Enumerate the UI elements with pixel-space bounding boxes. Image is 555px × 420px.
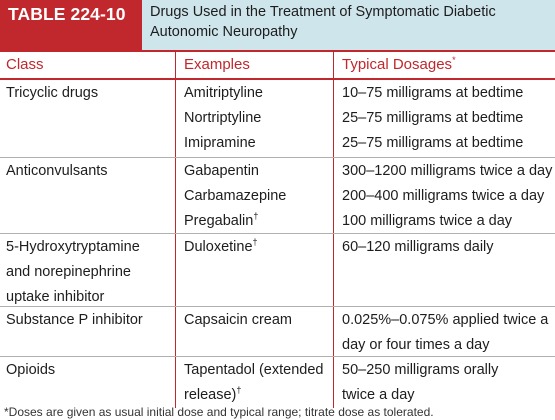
- examples-cell: Amitriptyline Nortriptyline Imipramine: [184, 81, 332, 156]
- dosage-line: 100 milligrams twice a day: [342, 213, 513, 229]
- drug-example-name: Gabapentin: [184, 163, 259, 179]
- drug-class-line: and norepinephrine: [6, 264, 131, 280]
- drug-class-cell: Anticonvulsants: [6, 159, 172, 184]
- table-header-band: TABLE 224-10 Drugs Used in the Treatment…: [0, 0, 555, 50]
- drug-example: Gabapentin: [184, 159, 332, 184]
- drug-example: Amitriptyline: [184, 81, 332, 106]
- dosage-line: 50–250 milligrams orally: [342, 362, 499, 378]
- row-divider: [0, 306, 555, 307]
- column-divider: [333, 52, 334, 408]
- drug-class-line: Tricyclic drugs: [6, 85, 99, 101]
- table-title-line: Drugs Used in the Treatment of Symptomat…: [150, 4, 496, 20]
- dosage-line: 25–75 milligrams at bedtime: [342, 110, 524, 126]
- drug-example: Tapentadol (extended: [184, 358, 332, 383]
- drug-example: Imipramine: [184, 131, 332, 156]
- examples-cell: Gabapentin Carbamazepine Pregabalin†: [184, 159, 332, 234]
- dosage-line: 10–75 milligrams at bedtime: [342, 85, 524, 101]
- dosage-line: 300–1200 milligrams twice a day: [342, 163, 553, 179]
- column-header-class: Class: [6, 56, 44, 73]
- row-divider: [0, 233, 555, 234]
- drug-example-name: Nortriptyline: [184, 110, 262, 126]
- header-bottom-rule: [0, 78, 555, 80]
- drug-class-cell: Substance P inhibitor: [6, 308, 172, 333]
- column-header-dosages-mark: *: [452, 55, 456, 65]
- drug-class-line: Substance P inhibitor: [6, 312, 143, 328]
- drug-example: release)†: [184, 383, 332, 408]
- drug-class-cell: Opioids: [6, 358, 172, 383]
- drug-example: Carbamazepine: [184, 184, 332, 209]
- drug-example-name: Carbamazepine: [184, 188, 287, 204]
- drug-class-line: uptake inhibitor: [6, 289, 105, 305]
- drug-example: Capsaicin cream: [184, 308, 332, 333]
- dosage-cell: 300–1200 milligrams twice a day 200–400 m…: [342, 159, 552, 234]
- drug-example-name: Tapentadol (extended: [184, 362, 324, 378]
- drug-class-line: Anticonvulsants: [6, 163, 108, 179]
- drug-example-name: release): [184, 387, 237, 403]
- drug-class-line: Opioids: [6, 362, 56, 378]
- drug-class-line: 5-Hydroxytryptamine: [6, 239, 140, 255]
- dosage-line: twice a day: [342, 387, 415, 403]
- header-top-rule: [0, 50, 555, 52]
- dosage-cell: 60–120 milligrams daily: [342, 235, 552, 260]
- column-header-dosages-label: Typical Dosages: [342, 56, 453, 73]
- dosage-cell: 10–75 milligrams at bedtime 25–75 milligr…: [342, 81, 552, 156]
- column-header-examples: Examples: [184, 56, 250, 73]
- dosage-line: 200–400 milligrams twice a day: [342, 188, 545, 204]
- examples-cell: Tapentadol (extended release)†: [184, 358, 332, 408]
- drug-class-cell: 5-Hydroxytryptamine and norepinephrine upt…: [6, 235, 172, 310]
- drug-example-name: Amitriptyline: [184, 85, 263, 101]
- drug-example-name: Imipramine: [184, 135, 256, 151]
- row-divider: [0, 356, 555, 357]
- table-footnote: *Doses are given as usual initial dose a…: [4, 405, 434, 419]
- dosage-cell: 50–250 milligrams orally twice a day: [342, 358, 552, 408]
- examples-cell: Duloxetine†: [184, 235, 332, 260]
- dosage-line: 60–120 milligrams daily: [342, 239, 494, 255]
- table-title-line: Autonomic Neuropathy: [150, 24, 298, 40]
- dosage-line: 25–75 milligrams at bedtime: [342, 135, 524, 151]
- drug-example-mark: †: [253, 211, 259, 221]
- dosage-line: day or four times a day: [342, 337, 490, 353]
- drug-example-name: Duloxetine: [184, 239, 253, 255]
- examples-cell: Capsaicin cream: [184, 308, 332, 333]
- drug-example-name: Capsaicin cream: [184, 312, 292, 328]
- table-number-tag: TABLE 224-10: [0, 0, 142, 50]
- drug-class-cell: Tricyclic drugs: [6, 81, 172, 106]
- drug-example-name: Pregabalin: [184, 213, 254, 229]
- dosage-cell: 0.025%–0.075% applied twice a day or four…: [342, 308, 552, 358]
- column-header-dosages: Typical Dosages*: [342, 52, 456, 78]
- column-divider: [175, 52, 176, 408]
- row-divider: [0, 157, 555, 158]
- drug-example: Duloxetine†: [184, 235, 332, 260]
- dosage-line: 0.025%–0.075% applied twice a: [342, 312, 549, 328]
- drug-example: Pregabalin†: [184, 209, 332, 234]
- drug-example-mark: †: [236, 385, 242, 395]
- table-title: Drugs Used in the Treatment of Symptomat…: [150, 2, 550, 42]
- drug-example: Nortriptyline: [184, 106, 332, 131]
- drug-example-mark: †: [252, 237, 258, 247]
